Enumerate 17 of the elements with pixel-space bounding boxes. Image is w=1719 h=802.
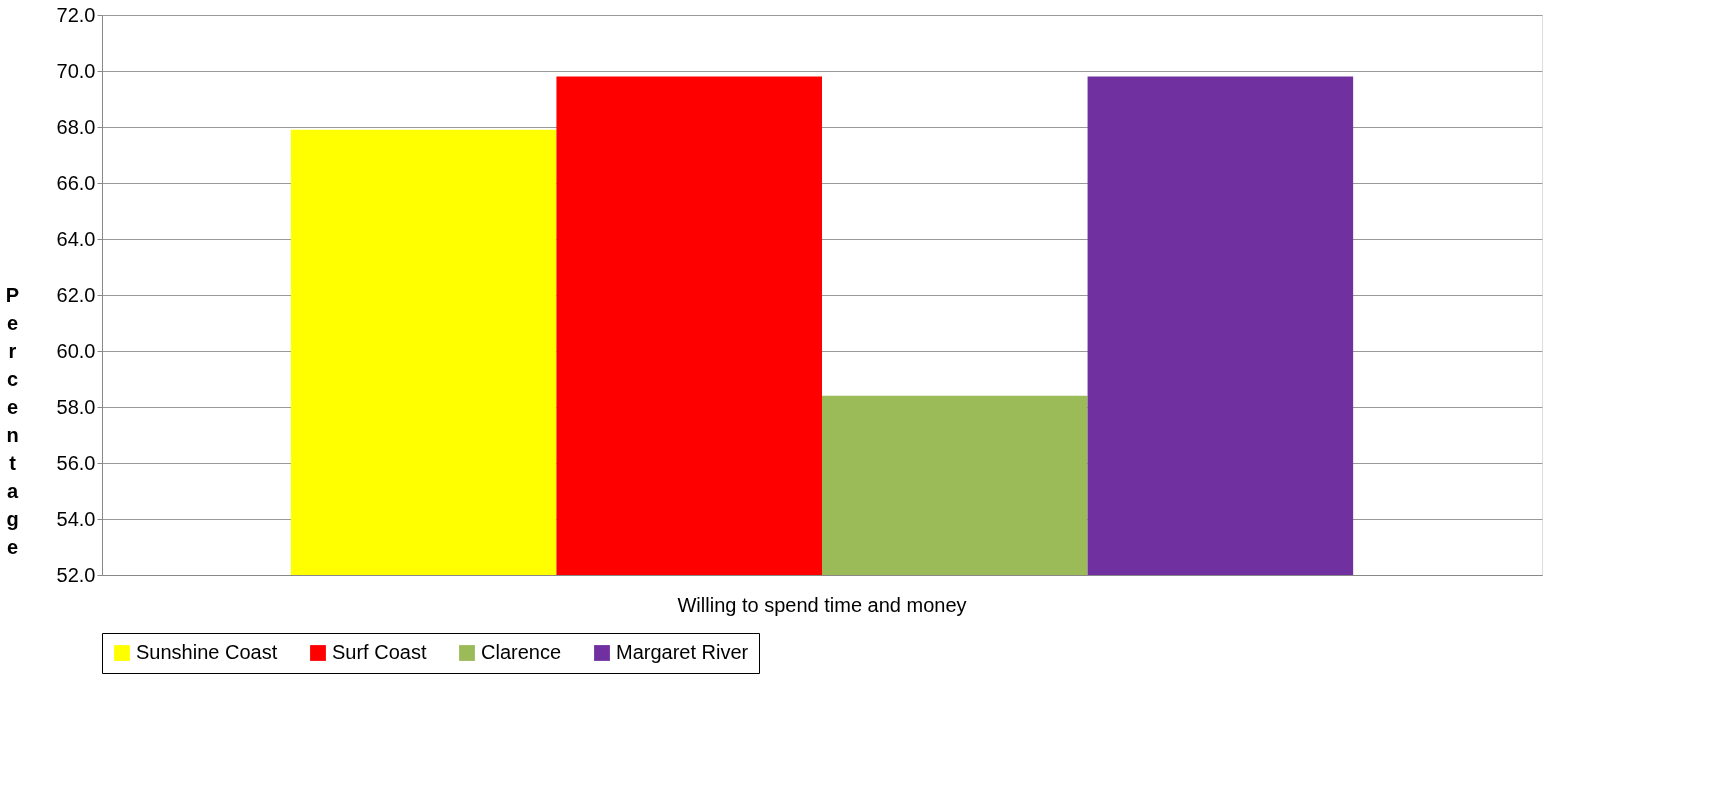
y-tick-label: 72.0 [56,3,96,26]
legend-label: Margaret River [616,641,749,663]
y-tick-label: 58.0 [56,395,96,418]
legend-label: Sunshine Coast [136,641,278,663]
y-tick-label: 64.0 [56,227,96,250]
x-tick-label: Willing to spend time and money [677,593,967,616]
y-tick-label: 52.0 [56,563,96,586]
y-tick-label: 62.0 [56,283,96,306]
y-tick-label: 66.0 [56,171,96,194]
y-tick-label: 60.0 [56,339,96,362]
y-tick-label: 70.0 [56,59,96,82]
legend-label: Surf Coast [332,641,427,663]
y-tick-label: 68.0 [56,115,96,138]
legend-label: Clarence [481,641,562,663]
y-tick-label: 54.0 [56,507,96,530]
y-tick-label: 56.0 [56,451,96,474]
text: Percentage [5,283,20,558]
